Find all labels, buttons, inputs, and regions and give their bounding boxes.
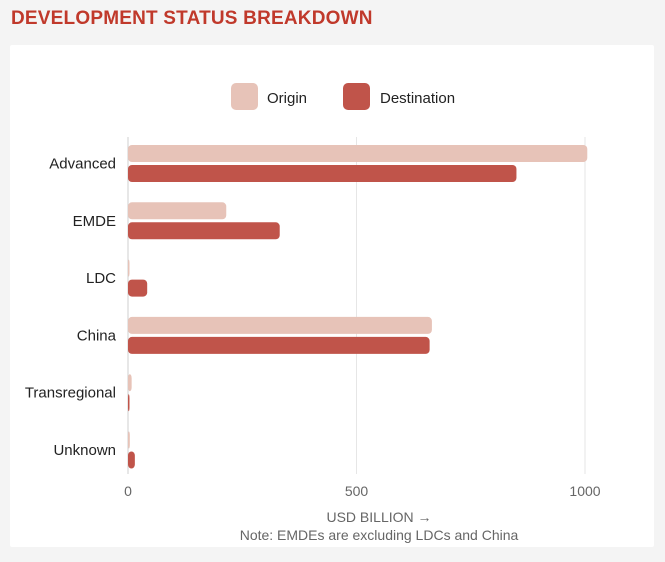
bar-destination-unknown[interactable] xyxy=(128,451,135,469)
legend-swatch-origin[interactable] xyxy=(231,83,258,110)
chart-card xyxy=(10,45,654,547)
x-axis-title: USD BILLION → xyxy=(326,509,431,525)
category-label-advanced: Advanced xyxy=(49,156,116,173)
bar-destination-china[interactable] xyxy=(128,336,430,354)
category-labels: Advanced EMDE LDC China Transregional Unknown xyxy=(25,156,117,460)
bar-destination-ldc[interactable] xyxy=(128,279,148,297)
legend-swatch-destination[interactable] xyxy=(343,83,370,110)
gridlines xyxy=(127,137,586,474)
bar-destination-emde[interactable] xyxy=(128,222,280,240)
bar-origin-transregional[interactable] xyxy=(128,374,132,392)
category-label-ldc: LDC xyxy=(86,270,116,287)
bar-origin-advanced[interactable] xyxy=(128,145,588,162)
category-label-emde: EMDE xyxy=(73,213,116,230)
category-label-transregional: Transregional xyxy=(25,385,116,402)
category-label-china: China xyxy=(77,327,117,344)
category-label-unknown: Unknown xyxy=(53,442,116,459)
bar-origin-emde[interactable] xyxy=(128,202,227,220)
x-tick-500: 500 xyxy=(345,483,369,499)
x-tick-0: 0 xyxy=(124,483,132,499)
legend-label-destination[interactable]: Destination xyxy=(380,90,455,107)
legend-label-origin[interactable]: Origin xyxy=(267,90,307,107)
bar-origin-china[interactable] xyxy=(128,316,432,334)
legend[interactable]: Origin Destination xyxy=(231,83,455,110)
bar-origin-unknown[interactable] xyxy=(128,431,130,449)
bar-destination-transregional[interactable] xyxy=(128,394,130,412)
bars xyxy=(128,145,588,469)
bar-destination-advanced[interactable] xyxy=(128,165,517,182)
bar-origin-ldc[interactable] xyxy=(128,259,130,277)
x-axis-ticks: 0 500 1000 xyxy=(124,483,601,499)
x-tick-1000: 1000 xyxy=(569,483,600,499)
page-title: DEVELOPMENT STATUS BREAKDOWN xyxy=(11,8,373,29)
chart-note: Note: EMDEs are excluding LDCs and China xyxy=(240,527,519,543)
